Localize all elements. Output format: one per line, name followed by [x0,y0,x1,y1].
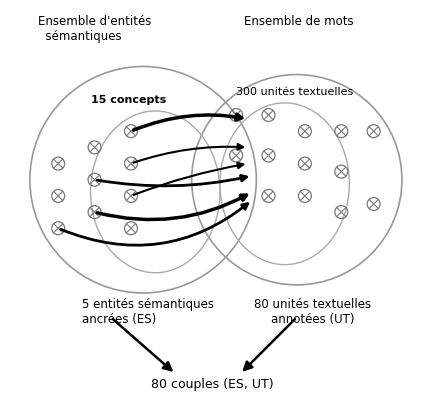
Text: 80 couples (ES, UT): 80 couples (ES, UT) [151,377,273,390]
Text: Ensemble de mots: Ensemble de mots [244,15,354,28]
Text: 80 unités textuelles
annotées (UT): 80 unités textuelles annotées (UT) [254,297,371,325]
Text: Ensemble d'entités
  sémantiques: Ensemble d'entités sémantiques [38,15,151,43]
Text: 5 entités sémantiques
ancrées (ES): 5 entités sémantiques ancrées (ES) [82,297,215,325]
Text: 300 unités textuelles: 300 unités textuelles [236,87,353,97]
Text: 15 concepts: 15 concepts [90,94,166,105]
